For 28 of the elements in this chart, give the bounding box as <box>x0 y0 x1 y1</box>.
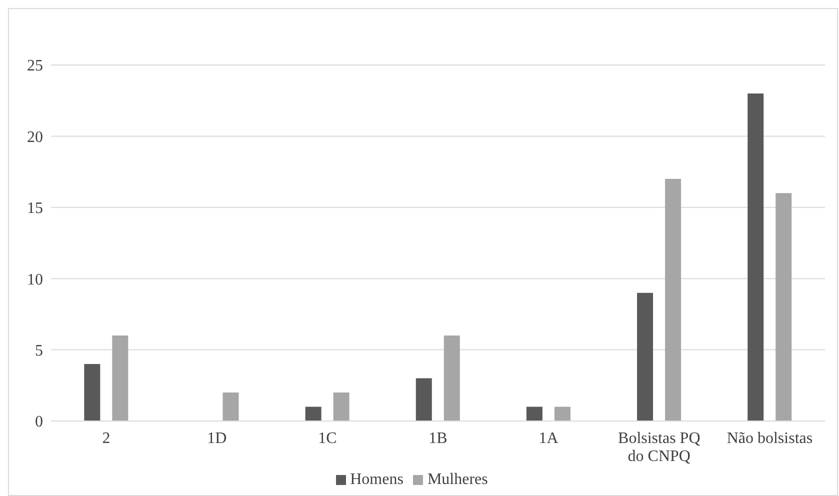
bar <box>112 336 128 421</box>
y-tick-label: 15 <box>27 200 43 218</box>
y-tick-label: 0 <box>35 414 43 431</box>
x-tick-label: Bolsistas PQ do CNPQ <box>618 430 701 465</box>
bar <box>305 406 322 421</box>
bar <box>84 364 100 421</box>
bar <box>222 392 239 421</box>
y-tick-label: 10 <box>27 271 43 288</box>
x-tick-label: 1D <box>207 430 227 447</box>
bar <box>444 336 460 421</box>
bar <box>748 93 764 421</box>
x-tick-label: 2 <box>102 430 110 447</box>
bar <box>665 178 682 421</box>
x-tick-label: 1B <box>428 430 448 447</box>
x-tick-label: Não bolsistas <box>726 430 813 447</box>
legend-label: Homens <box>350 471 404 488</box>
bar <box>333 392 350 421</box>
y-tick-label: 20 <box>27 128 43 146</box>
bar <box>526 406 542 421</box>
bar <box>554 406 570 421</box>
y-tick-label: 5 <box>35 342 43 360</box>
bar <box>637 292 654 421</box>
legend-label: Mulheres <box>427 471 488 488</box>
bar <box>776 193 792 421</box>
y-tick-label: 25 <box>27 58 43 75</box>
x-tick-label: 1A <box>538 430 559 447</box>
bar <box>416 378 432 421</box>
x-tick-label: 1C <box>318 430 337 447</box>
